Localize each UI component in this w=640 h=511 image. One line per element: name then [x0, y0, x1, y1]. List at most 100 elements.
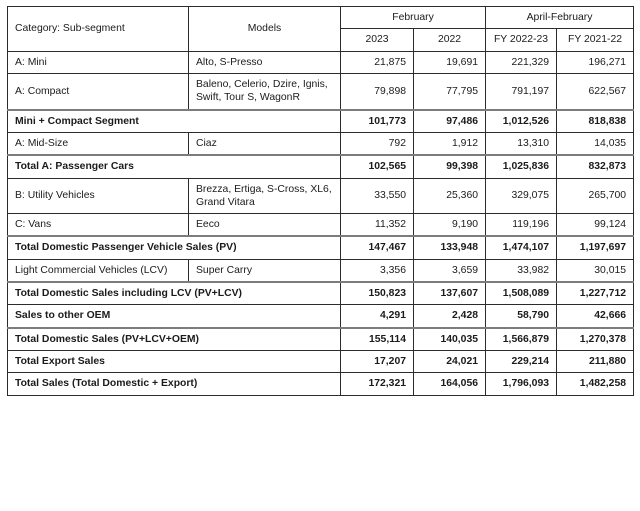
row-models: Baleno, Celerio, Dzire, Ignis, Swift, To… — [188, 72, 341, 111]
cell-feb-2023: 102,565 — [340, 154, 414, 179]
table-row: B: Utility Vehicles Brezza, Ertiga, S-Cro… — [7, 177, 635, 215]
row-category-label: Total Domestic Passenger Vehicle Sales (… — [7, 235, 341, 260]
row-models: Ciaz — [188, 131, 341, 156]
row-category-label: A: Mini — [7, 50, 189, 74]
cell-feb-2023: 792 — [340, 131, 414, 156]
cell-feb-2022: 77,795 — [412, 72, 487, 111]
cell-fy-2021-22: 99,124 — [556, 213, 635, 237]
table-row: Total Export Sales 17,207 24,021 229,214 211… — [7, 349, 635, 374]
table-header: Category: Sub-segment Models February Ap… — [7, 5, 635, 52]
row-models: Alto, S-Presso — [188, 50, 341, 74]
cell-fy-2021-22: 1,227,712 — [556, 281, 635, 306]
cell-fy-2021-22: 211,880 — [556, 349, 635, 374]
cell-fy-2022-23: 1,508,089 — [485, 281, 558, 306]
row-category-label: Sales to other OEM — [7, 304, 341, 329]
row-category-label: Total A: Passenger Cars — [7, 154, 341, 179]
table-row: Total Domestic Sales (PV+LCV+OEM) 155,114… — [7, 326, 635, 351]
header-models: Models — [188, 6, 341, 52]
table-row: A: Mid-Size Ciaz 792 1,912 13,310 14,035 — [7, 131, 635, 156]
header-fy-2022-23: FY 2022-23 — [485, 28, 558, 52]
cell-feb-2022: 99,398 — [412, 154, 487, 179]
cell-feb-2023: 150,823 — [340, 281, 414, 306]
table-row: Total Domestic Sales including LCV (PV+L… — [7, 281, 635, 306]
cell-feb-2022: 164,056 — [412, 372, 487, 396]
cell-feb-2023: 11,352 — [340, 213, 414, 237]
cell-feb-2022: 1,912 — [412, 131, 487, 156]
cell-feb-2023: 33,550 — [340, 177, 414, 215]
table-row: Light Commercial Vehicles (LCV) Super Car… — [7, 258, 635, 283]
cell-feb-2022: 140,035 — [412, 326, 487, 351]
row-models: Eeco — [188, 213, 341, 237]
cell-fy-2021-22: 42,666 — [556, 304, 635, 329]
table-row: Mini + Compact Segment 101,773 97,486 1,012… — [7, 108, 635, 133]
cell-feb-2023: 172,321 — [340, 372, 414, 396]
cell-fy-2022-23: 58,790 — [485, 304, 558, 329]
cell-feb-2023: 21,875 — [340, 50, 414, 74]
cell-fy-2021-22: 622,567 — [556, 72, 635, 111]
header-row-groups: Category: Sub-segment Models February Ap… — [7, 5, 635, 52]
table-row: Total Domestic Passenger Vehicle Sales (… — [7, 235, 635, 260]
cell-fy-2021-22: 196,271 — [556, 50, 635, 74]
table-row: Total A: Passenger Cars 102,565 99,398 1,02… — [7, 154, 635, 179]
cell-fy-2022-23: 1,474,107 — [485, 235, 558, 260]
table-body: A: Mini Alto, S-Presso 21,875 19,691 221,329… — [7, 50, 635, 396]
cell-fy-2022-23: 229,214 — [485, 349, 558, 374]
cell-fy-2022-23: 329,075 — [485, 177, 558, 215]
vehicle-sales-table: Category: Sub-segment Models February Ap… — [7, 5, 635, 396]
cell-fy-2021-22: 818,838 — [556, 108, 635, 133]
cell-fy-2022-23: 1,012,526 — [485, 108, 558, 133]
row-category-label: A: Compact — [7, 72, 189, 111]
header-row-periods: 2023 2022 FY 2022-23 FY 2021-22 — [8, 28, 635, 52]
cell-fy-2021-22: 1,482,258 — [556, 372, 635, 396]
cell-fy-2022-23: 791,197 — [485, 72, 558, 111]
table-row: C: Vans Eeco 11,352 9,190 119,196 99,124 — [7, 213, 635, 237]
cell-fy-2021-22: 1,270,378 — [556, 326, 635, 351]
cell-feb-2022: 133,948 — [412, 235, 487, 260]
header-fy-2021-22: FY 2021-22 — [556, 28, 635, 52]
header-feb-2022: 2022 — [412, 28, 487, 52]
cell-feb-2022: 2,428 — [412, 304, 487, 329]
cell-feb-2023: 101,773 — [340, 108, 414, 133]
cell-feb-2023: 147,467 — [340, 235, 414, 260]
cell-fy-2021-22: 30,015 — [556, 258, 635, 283]
cell-fy-2021-22: 14,035 — [556, 131, 635, 156]
cell-feb-2023: 4,291 — [340, 304, 414, 329]
row-category-label: Mini + Compact Segment — [7, 108, 341, 133]
table-row: A: Compact Baleno, Celerio, Dzire, Ignis,… — [7, 72, 635, 111]
cell-feb-2022: 9,190 — [412, 213, 487, 237]
cell-fy-2021-22: 1,197,697 — [556, 235, 635, 260]
cell-fy-2022-23: 13,310 — [485, 131, 558, 156]
cell-feb-2022: 25,360 — [412, 177, 487, 215]
row-models: Brezza, Ertiga, S-Cross, XL6, Grand Vita… — [188, 177, 341, 215]
table-row: A: Mini Alto, S-Presso 21,875 19,691 221,329… — [7, 50, 635, 74]
cell-feb-2023: 155,114 — [340, 326, 414, 351]
row-category-label: Light Commercial Vehicles (LCV) — [7, 258, 189, 283]
cell-fy-2022-23: 1,796,093 — [485, 372, 558, 396]
header-group-february: February — [339, 5, 487, 30]
row-category-label: Total Domestic Sales (PV+LCV+OEM) — [7, 326, 341, 351]
header-feb-2023: 2023 — [340, 28, 414, 52]
cell-feb-2023: 79,898 — [340, 72, 414, 111]
cell-feb-2022: 137,607 — [412, 281, 487, 306]
cell-feb-2022: 24,021 — [412, 349, 487, 374]
cell-feb-2022: 97,486 — [412, 108, 487, 133]
table-row: Total Sales (Total Domestic + Export) 172… — [7, 372, 635, 396]
cell-fy-2022-23: 33,982 — [485, 258, 558, 283]
row-category-label: Total Sales (Total Domestic + Export) — [7, 372, 341, 396]
cell-feb-2023: 3,356 — [340, 258, 414, 283]
cell-fy-2022-23: 1,025,836 — [485, 154, 558, 179]
header-group-april-february: April-February — [485, 5, 635, 30]
header-category: Category: Sub-segment — [7, 6, 189, 52]
cell-fy-2021-22: 265,700 — [556, 177, 635, 215]
cell-fy-2021-22: 832,873 — [556, 154, 635, 179]
cell-fy-2022-23: 119,196 — [485, 213, 558, 237]
row-category-label: Total Export Sales — [7, 349, 341, 374]
cell-fy-2022-23: 221,329 — [485, 50, 558, 74]
cell-feb-2023: 17,207 — [340, 349, 414, 374]
row-category-label: C: Vans — [7, 213, 189, 237]
row-category-label: A: Mid-Size — [7, 131, 189, 156]
row-models: Super Carry — [188, 258, 341, 283]
cell-fy-2022-23: 1,566,879 — [485, 326, 558, 351]
cell-feb-2022: 3,659 — [412, 258, 487, 283]
